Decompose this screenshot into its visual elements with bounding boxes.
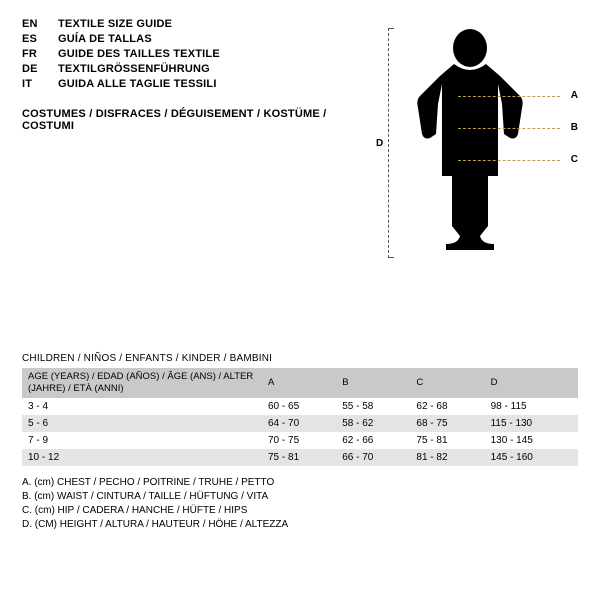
- label-d: D: [376, 138, 383, 149]
- table-row: 7 - 9 70 - 75 62 - 66 75 - 81 130 - 145: [22, 432, 578, 449]
- cell-b: 55 - 58: [336, 398, 410, 415]
- size-table: AGE (YEARS) / EDAD (AÑOS) / ÂGE (ANS) / …: [22, 368, 578, 466]
- cell-b: 66 - 70: [336, 449, 410, 466]
- size-table-section: CHILDREN / NIÑOS / ENFANTS / KINDER / BA…: [22, 353, 578, 532]
- def-c: C. (cm) HIP / CADERA / HANCHE / HÜFTE / …: [22, 504, 578, 518]
- table-title: CHILDREN / NIÑOS / ENFANTS / KINDER / BA…: [22, 353, 578, 364]
- lang-row: IT GUIDA ALLE TAGLIE TESSILI: [22, 78, 368, 90]
- table-row: 10 - 12 75 - 81 66 - 70 81 - 82 145 - 16…: [22, 449, 578, 466]
- cell-a: 60 - 65: [262, 398, 336, 415]
- lang-label: GUÍA DE TALLAS: [58, 33, 152, 45]
- lang-row: DE TEXTILGRÖSSENFÜHRUNG: [22, 63, 368, 75]
- height-tick-bottom: [388, 257, 394, 258]
- label-c: C: [571, 154, 578, 165]
- cell-d: 98 - 115: [485, 398, 578, 415]
- cell-a: 75 - 81: [262, 449, 336, 466]
- label-a: A: [571, 90, 578, 101]
- lang-row: ES GUÍA DE TALLAS: [22, 33, 368, 45]
- cell-a: 70 - 75: [262, 432, 336, 449]
- cell-age: 3 - 4: [22, 398, 262, 415]
- cell-age: 7 - 9: [22, 432, 262, 449]
- measurement-definitions: A. (cm) CHEST / PECHO / POITRINE / TRUHE…: [22, 476, 578, 532]
- cell-c: 75 - 81: [410, 432, 484, 449]
- table-row: 5 - 6 64 - 70 58 - 62 68 - 75 115 - 130: [22, 415, 578, 432]
- left-column: EN TEXTILE SIZE GUIDE ES GUÍA DE TALLAS …: [22, 18, 368, 268]
- lang-row: EN TEXTILE SIZE GUIDE: [22, 18, 368, 30]
- lang-label: TEXTILGRÖSSENFÜHRUNG: [58, 63, 210, 75]
- chest-line: [458, 96, 560, 97]
- lang-code: EN: [22, 18, 44, 30]
- cell-a: 64 - 70: [262, 415, 336, 432]
- col-age: AGE (YEARS) / EDAD (AÑOS) / ÂGE (ANS) / …: [22, 368, 262, 398]
- cell-b: 62 - 66: [336, 432, 410, 449]
- cell-c: 68 - 75: [410, 415, 484, 432]
- hip-line: [458, 160, 560, 161]
- child-silhouette-icon: [408, 26, 533, 258]
- lang-row: FR GUIDE DES TAILLES TEXTILE: [22, 48, 368, 60]
- lang-code: FR: [22, 48, 44, 60]
- cell-b: 58 - 62: [336, 415, 410, 432]
- cell-c: 81 - 82: [410, 449, 484, 466]
- cell-d: 115 - 130: [485, 415, 578, 432]
- def-a: A. (cm) CHEST / PECHO / POITRINE / TRUHE…: [22, 476, 578, 490]
- lang-label: GUIDE DES TAILLES TEXTILE: [58, 48, 220, 60]
- size-diagram: D A B C: [388, 18, 578, 268]
- lang-code: ES: [22, 33, 44, 45]
- lang-code: IT: [22, 78, 44, 90]
- lang-code: DE: [22, 63, 44, 75]
- cell-d: 145 - 160: [485, 449, 578, 466]
- height-line: [388, 28, 389, 258]
- waist-line: [458, 128, 560, 129]
- lang-label: GUIDA ALLE TAGLIE TESSILI: [58, 78, 217, 90]
- cell-c: 62 - 68: [410, 398, 484, 415]
- col-c: C: [410, 368, 484, 398]
- top-section: EN TEXTILE SIZE GUIDE ES GUÍA DE TALLAS …: [22, 18, 578, 268]
- lang-label: TEXTILE SIZE GUIDE: [58, 18, 172, 30]
- section-title: COSTUMES / DISFRACES / DÉGUISEMENT / KOS…: [22, 108, 368, 132]
- cell-age: 5 - 6: [22, 415, 262, 432]
- label-b: B: [571, 122, 578, 133]
- col-b: B: [336, 368, 410, 398]
- def-b: B. (cm) WAIST / CINTURA / TAILLE / HÜFTU…: [22, 490, 578, 504]
- table-row: 3 - 4 60 - 65 55 - 58 62 - 68 98 - 115: [22, 398, 578, 415]
- col-d: D: [485, 368, 578, 398]
- language-list: EN TEXTILE SIZE GUIDE ES GUÍA DE TALLAS …: [22, 18, 368, 90]
- def-d: D. (CM) HEIGHT / ALTURA / HAUTEUR / HÖHE…: [22, 518, 578, 532]
- diagram-column: D A B C: [388, 18, 578, 268]
- cell-age: 10 - 12: [22, 449, 262, 466]
- height-tick-top: [388, 28, 394, 29]
- col-a: A: [262, 368, 336, 398]
- table-header-row: AGE (YEARS) / EDAD (AÑOS) / ÂGE (ANS) / …: [22, 368, 578, 398]
- cell-d: 130 - 145: [485, 432, 578, 449]
